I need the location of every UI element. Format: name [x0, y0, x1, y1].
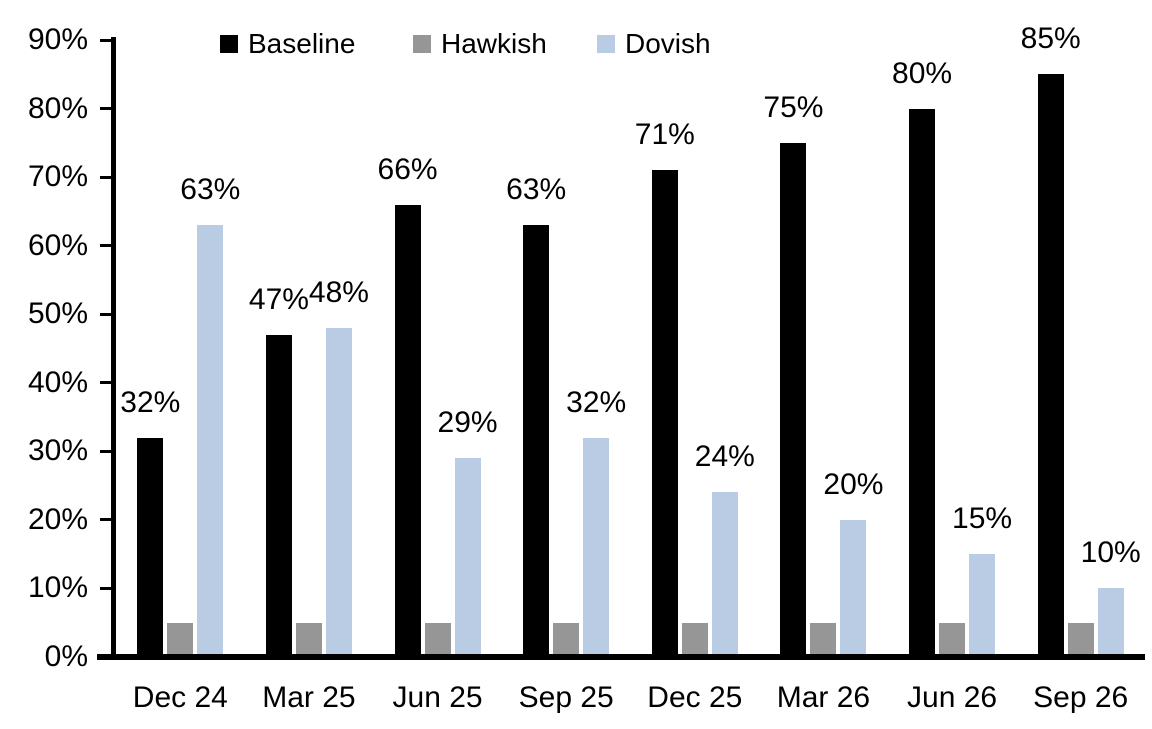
y-axis-label-60: 60%	[27, 228, 88, 262]
x-axis-label-mar-25: Mar 25	[262, 681, 356, 714]
x-axis-labels: Dec 24 Mar 25 Jun 25 Sep 25 Dec 25 Mar 26 Jun …	[116, 683, 1145, 713]
bar-dovish-dec-24: 63%	[180, 175, 240, 657]
y-axis-label-0: 0%	[44, 640, 88, 673]
data-label-dovish-jun-26: 15%	[952, 502, 1013, 536]
x-axis-label-dec-24: Dec 24	[132, 681, 228, 714]
data-label-baseline-jun-26: 80%	[892, 56, 953, 90]
data-label-baseline-dec-25: 71%	[634, 118, 695, 152]
data-label-baseline-dec-24: 32%	[120, 385, 181, 419]
bar-baseline-sep-25: 63%	[506, 175, 566, 657]
bar-hawkish-jun-25	[424, 622, 451, 657]
bar-baseline-jun-26: 80%	[892, 58, 952, 657]
y-axis-tick-40	[100, 381, 115, 385]
data-label-dovish-mar-25: 48%	[308, 275, 369, 309]
data-label-baseline-jun-25: 66%	[377, 152, 438, 186]
y-axis-tick-50	[100, 312, 115, 316]
bar-hawkish-sep-25	[553, 622, 580, 657]
data-label-baseline-sep-26: 85%	[1020, 22, 1081, 56]
legend-swatch-hawkish	[413, 35, 431, 53]
y-axis-tick-70	[100, 175, 115, 179]
bar-dovish-jun-26: 15%	[952, 504, 1012, 657]
bar-dovish-mar-25: 48%	[309, 277, 369, 657]
legend-label-dovish: Dovish	[625, 28, 711, 59]
data-label-baseline-sep-25: 63%	[506, 173, 567, 207]
bar-dovish-mar-26: 20%	[823, 469, 883, 657]
data-label-dovish-dec-24: 63%	[180, 173, 241, 207]
legend-item-dovish: Dovish	[597, 30, 711, 58]
bar-baseline-jun-25: 66%	[378, 154, 438, 657]
legend-item-baseline: Baseline	[220, 30, 355, 58]
bar-baseline-dec-25: 71%	[635, 120, 695, 657]
legend-swatch-dovish	[597, 35, 615, 53]
y-axis-label-80: 80%	[27, 91, 88, 125]
bar-group-sep-25: 63% 32%	[502, 40, 631, 657]
y-axis-tick-30	[100, 449, 115, 453]
y-axis-tick-10	[100, 586, 115, 590]
bar-hawkish-mar-25	[295, 622, 322, 657]
data-label-dovish-mar-26: 20%	[823, 467, 884, 501]
bar-group-mar-25: 47% 48%	[245, 40, 374, 657]
y-axis-tick-20	[100, 518, 115, 522]
x-axis-label-dec-25: Dec 25	[647, 681, 743, 714]
legend-item-hawkish: Hawkish	[413, 30, 547, 58]
data-label-dovish-sep-25: 32%	[566, 385, 627, 419]
data-label-dovish-jun-25: 29%	[437, 406, 498, 440]
y-axis-label-30: 30%	[27, 434, 88, 468]
bar-dovish-dec-25: 24%	[695, 442, 755, 657]
bar-hawkish-dec-24	[167, 622, 194, 657]
y-axis-label-50: 50%	[27, 297, 88, 331]
y-axis-label-90: 90%	[27, 23, 88, 56]
x-axis-line	[97, 654, 1145, 660]
y-axis-label-10: 10%	[27, 571, 88, 605]
bar-dovish-sep-25: 32%	[566, 387, 626, 657]
bar-dovish-sep-26: 10%	[1081, 538, 1141, 657]
bar-group-dec-25: 71% 24%	[631, 40, 760, 657]
x-axis-label-jun-26: Jun 26	[907, 681, 998, 714]
bar-group-jun-25: 66% 29%	[373, 40, 502, 657]
legend-label-hawkish: Hawkish	[441, 28, 547, 59]
y-axis-tick-80	[100, 107, 115, 111]
bar-group-jun-26: 80% 15%	[888, 40, 1017, 657]
bar-group-dec-24: 32% 63%	[116, 40, 245, 657]
x-axis-label-jun-25: Jun 25	[392, 681, 483, 714]
plot-area: 32% 63% 47% 48% 66% 29% 63% 32% 71% 24% 75% 20% 80% 1…	[116, 24, 1145, 657]
y-axis-line	[111, 37, 116, 660]
y-axis-tick-90	[100, 38, 115, 42]
bar-hawkish-dec-25	[681, 622, 708, 657]
bar-hawkish-jun-26	[939, 622, 966, 657]
data-label-dovish-dec-25: 24%	[694, 440, 755, 474]
y-axis-label-20: 20%	[27, 502, 88, 536]
bar-baseline-dec-24: 32%	[120, 387, 180, 657]
bar-hawkish-mar-26	[810, 622, 837, 657]
legend-label-baseline: Baseline	[248, 28, 356, 59]
y-axis-label-40: 40%	[27, 365, 88, 399]
x-axis-label-sep-26: Sep 26	[1033, 681, 1129, 714]
bar-group-sep-26: 85% 10%	[1016, 24, 1145, 657]
bar-dovish-jun-25: 29%	[438, 408, 498, 657]
x-axis-label-sep-25: Sep 25	[518, 681, 614, 714]
bar-group-mar-26: 75% 20%	[759, 40, 888, 657]
bar-baseline-sep-26: 85%	[1021, 24, 1081, 657]
data-label-baseline-mar-25: 47%	[248, 282, 309, 316]
data-label-dovish-sep-26: 10%	[1080, 536, 1141, 570]
bar-hawkish-sep-26	[1067, 622, 1094, 657]
y-axis-tick-60	[100, 244, 115, 248]
bar-baseline-mar-25: 47%	[249, 284, 309, 657]
legend-swatch-baseline	[220, 35, 238, 53]
data-label-baseline-mar-26: 75%	[763, 90, 824, 124]
x-axis-label-mar-26: Mar 26	[776, 681, 871, 714]
bar-baseline-mar-26: 75%	[763, 92, 823, 657]
y-axis-label-70: 70%	[27, 160, 88, 194]
